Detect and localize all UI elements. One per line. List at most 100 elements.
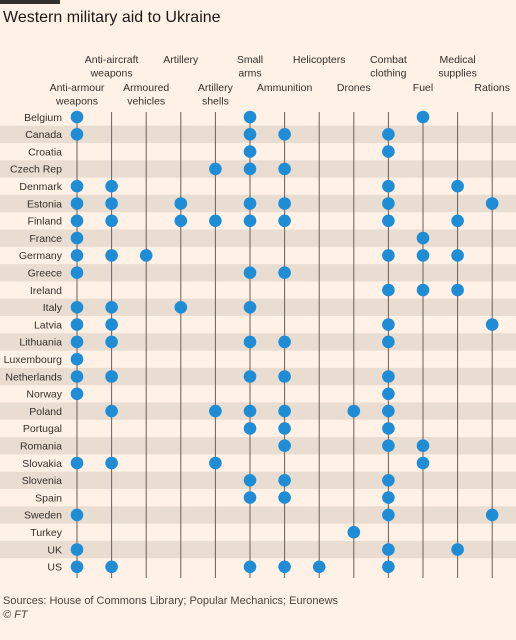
aid-dot — [382, 439, 395, 453]
aid-dot — [70, 179, 84, 193]
aid-dot — [382, 387, 395, 401]
aid-dot — [70, 335, 84, 349]
copyright-note: © FT — [3, 609, 28, 621]
aid-dot — [105, 370, 118, 383]
country-label: Spain — [35, 492, 62, 504]
column-label: Rations — [474, 82, 510, 94]
aid-dot — [70, 128, 84, 141]
aid-dot — [278, 474, 291, 487]
column-label-line: Drones — [337, 82, 371, 94]
country-label: Latvia — [34, 319, 62, 331]
column-label-line: Ammunition — [257, 82, 313, 94]
aid-dot-matrix-chart: Anti-armour weapons Anti-aircraft weapons Ar… — [0, 54, 516, 578]
aid-dot — [70, 197, 84, 210]
country-label: Estonia — [27, 198, 62, 210]
aid-dot — [243, 266, 257, 280]
aid-dot — [243, 197, 257, 210]
aid-dot — [278, 335, 291, 349]
aid-dot — [382, 283, 395, 297]
aid-dot — [243, 474, 257, 487]
aid-dot — [382, 249, 395, 262]
aid-dot — [105, 214, 118, 228]
column-label: Combat clothing — [370, 54, 407, 80]
aid-dot — [243, 110, 257, 124]
aid-dot — [416, 110, 430, 124]
aid-dot — [416, 439, 430, 453]
column-label-line: vehicles — [127, 96, 165, 108]
aid-dot — [209, 162, 222, 176]
country-label: Canada — [25, 129, 62, 141]
aid-dot — [382, 128, 395, 141]
aid-dot — [382, 491, 395, 504]
aid-dot — [105, 179, 118, 193]
aid-dot — [209, 456, 222, 470]
country-label: Turkey — [30, 527, 62, 539]
column-label-line: arms — [238, 68, 261, 80]
aid-dot — [174, 301, 188, 314]
aid-dot — [278, 404, 291, 418]
country-label: Ireland — [30, 285, 62, 297]
chart-footer: Sources: House of Commons Library; Popul… — [3, 594, 338, 622]
aid-dot — [382, 422, 395, 435]
aid-dot — [105, 249, 118, 262]
country-label: Finland — [28, 216, 63, 228]
column-label: Helicopters — [293, 54, 346, 66]
country-label: Romania — [20, 441, 62, 453]
column-label-line: weapons — [55, 96, 98, 108]
aid-dot — [70, 249, 84, 262]
aid-dot — [278, 162, 291, 176]
aid-dot — [451, 543, 464, 556]
aid-dot — [416, 249, 430, 262]
aid-dot — [382, 214, 395, 228]
country-label: UK — [47, 544, 62, 556]
aid-dot — [278, 491, 291, 504]
column-label: Medical supplies — [438, 54, 477, 80]
column-label-line: shells — [202, 96, 229, 108]
row-band — [0, 160, 516, 178]
country-label: Germany — [19, 250, 63, 262]
aid-dot — [243, 491, 257, 504]
country-label: Sweden — [24, 510, 62, 522]
aid-dot — [105, 560, 118, 574]
column-label: Drones — [337, 82, 371, 94]
aid-dot — [70, 110, 84, 124]
aid-dot — [451, 179, 464, 193]
aid-dot — [70, 456, 84, 470]
aid-dot — [382, 560, 395, 574]
column-label-line: Small — [237, 54, 263, 66]
column-label-line: Rations — [474, 82, 510, 94]
aid-dot — [347, 525, 361, 539]
aid-dot — [243, 370, 257, 383]
column-label: Armoured vehicles — [123, 82, 169, 108]
aid-dot — [278, 128, 291, 141]
country-label: Portugal — [23, 423, 62, 435]
row-band — [0, 298, 516, 316]
column-label-line: Helicopters — [293, 54, 346, 66]
aid-dot — [382, 508, 395, 522]
aid-dot — [243, 145, 257, 158]
aid-dot — [485, 318, 499, 331]
aid-dot — [485, 508, 499, 522]
aid-dot — [485, 197, 499, 210]
country-label: Greece — [28, 268, 63, 280]
aid-dot — [382, 179, 395, 193]
aid-dot — [70, 266, 84, 280]
country-label: Netherlands — [5, 371, 62, 383]
country-label: Slovakia — [22, 458, 62, 470]
column-label: Small arms — [237, 54, 263, 80]
aid-dot — [209, 214, 222, 228]
aid-dot — [416, 283, 430, 297]
column-label-line: Fuel — [413, 82, 433, 94]
aid-dot — [278, 214, 291, 228]
country-label: Norway — [26, 389, 62, 401]
country-label: Luxembourg — [4, 354, 63, 366]
aid-dot — [70, 370, 84, 383]
aid-dot — [105, 301, 118, 314]
country-label: Lithuania — [19, 337, 62, 349]
column-label-line: Anti-aircraft — [85, 54, 139, 66]
aid-dot — [451, 249, 464, 262]
aid-dot — [70, 352, 84, 366]
column-label-line: Armoured — [123, 82, 169, 94]
column-label: Fuel — [413, 82, 433, 94]
aid-dot — [243, 214, 257, 228]
